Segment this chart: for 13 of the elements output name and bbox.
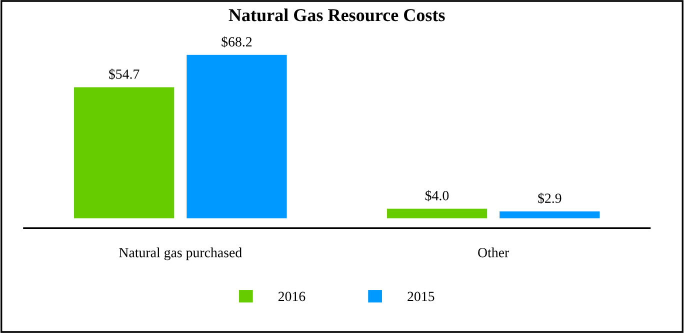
x-tick-label: Other <box>478 248 510 258</box>
legend-label: 2015 <box>408 292 434 302</box>
data-label: $68.2 <box>222 36 252 48</box>
bar <box>186 54 287 218</box>
data-label: $2.9 <box>538 192 562 204</box>
data-label: $54.7 <box>109 68 140 80</box>
chart-title: Natural Gas Resource Costs <box>228 8 445 22</box>
x-tick-label: Natural gas purchased <box>119 248 242 260</box>
bar <box>74 87 174 218</box>
bar <box>500 211 600 218</box>
bar <box>386 208 488 218</box>
legend-label: 2016 <box>278 292 306 302</box>
data-label: $4.0 <box>425 190 449 202</box>
